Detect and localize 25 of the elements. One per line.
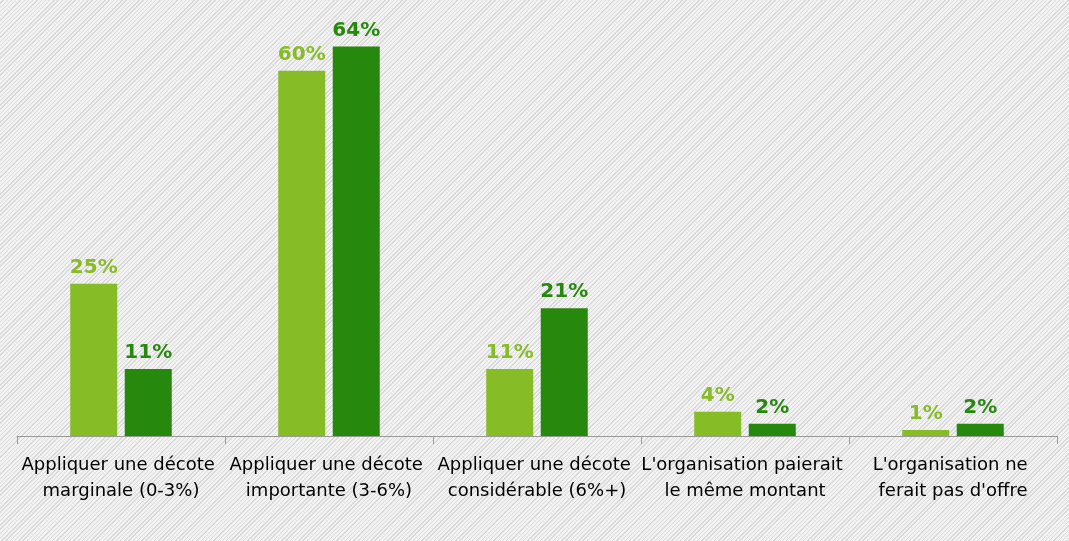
- x-tick-label: Appliquer une décote considérable (6%+): [437, 452, 637, 500]
- x-tick-label: Appliquer une décote marginale (0-3%): [21, 452, 221, 500]
- bar: [694, 411, 742, 436]
- data-label: 4%: [700, 381, 735, 406]
- data-label: 1%: [908, 399, 943, 424]
- data-label: 2%: [755, 393, 790, 418]
- bar: [124, 369, 172, 436]
- x-tick-label: Appliquer une décote importante (3-6%): [229, 452, 429, 500]
- bar: [332, 46, 380, 436]
- bar: [70, 283, 118, 436]
- bar: [540, 308, 588, 436]
- bar: [278, 70, 326, 436]
- x-tick-label: L'organisation paierait le même montant: [641, 452, 849, 500]
- data-label: 21%: [540, 278, 589, 303]
- bar: [486, 369, 534, 436]
- bar: [748, 423, 796, 436]
- data-label: 11%: [485, 339, 534, 364]
- data-label: 64%: [332, 16, 381, 41]
- data-label: 25%: [69, 253, 118, 278]
- x-tick-label: L'organisation ne ferait pas d'offre: [872, 452, 1034, 500]
- data-label: 11%: [124, 339, 173, 364]
- bar: [902, 429, 950, 436]
- bar: [956, 423, 1004, 436]
- data-label: 60%: [277, 40, 326, 65]
- data-label: 2%: [963, 393, 998, 418]
